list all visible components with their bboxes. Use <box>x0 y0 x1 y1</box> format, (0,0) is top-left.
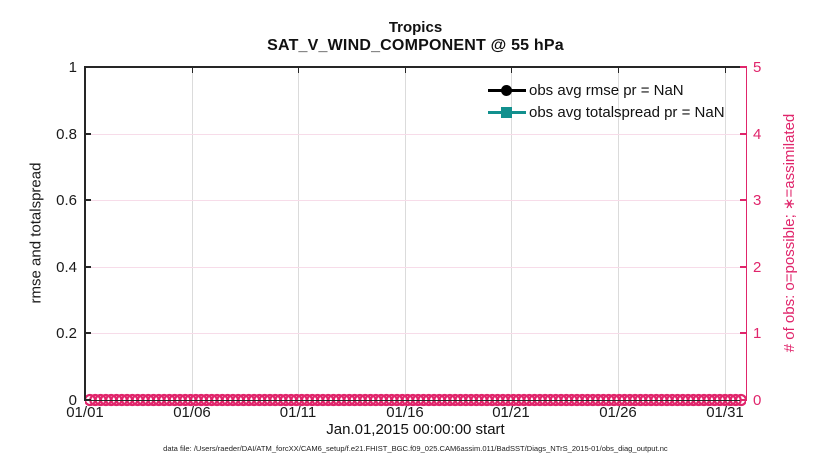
y-tick-left <box>85 199 91 201</box>
y-tick-label-left: 0.2 <box>56 325 77 342</box>
x-tick-label: 01/26 <box>599 404 637 421</box>
y-tick-right <box>740 66 746 68</box>
left-axis-title: rmse and totalspread <box>27 162 45 304</box>
y-tick-label-right: 0 <box>753 392 762 409</box>
y-gridline <box>85 266 746 268</box>
x-axis-title: Jan.01,2015 00:00:00 start <box>326 421 505 438</box>
circle-marker-icon <box>501 84 512 96</box>
legend-swatch <box>488 101 526 123</box>
y-tick-right <box>740 332 746 334</box>
x-gridline <box>404 67 406 400</box>
x-tick-label: 01/11 <box>279 404 317 421</box>
x-tick-label: 01/06 <box>173 404 211 421</box>
x-gridline <box>297 67 299 400</box>
caption-wrap: data file: /Users/raeder/DAI/ATM_forcXX/… <box>0 442 830 460</box>
legend-row: obs avg totalspread pr = NaN <box>488 101 725 123</box>
y-tick-label-right: 5 <box>753 59 762 76</box>
plot-area <box>85 67 746 400</box>
y-tick-right <box>740 266 746 268</box>
axis-spine-right <box>745 66 747 401</box>
x-tick-label: 01/01 <box>66 404 104 421</box>
y-tick-right <box>740 199 746 201</box>
axis-spine-bottom <box>84 399 747 401</box>
x-gridline <box>510 67 512 400</box>
plot-subtitle: SAT_V_WIND_COMPONENT @ 55 hPa <box>267 37 564 54</box>
legend-row: obs avg rmse pr = NaN <box>488 79 725 101</box>
y-tick-label-left: 1 <box>68 59 77 76</box>
x-tick-top <box>510 67 512 73</box>
y-tick-left <box>85 332 91 334</box>
y-tick-label-right: 1 <box>753 325 762 342</box>
x-tick-label: 01/16 <box>386 404 424 421</box>
x-gridline <box>191 67 193 400</box>
y-tick-label-right: 4 <box>753 126 762 143</box>
x-tick-top <box>724 67 726 73</box>
y-tick-right <box>740 133 746 135</box>
axis-spine-left <box>84 66 86 401</box>
y-tick-left <box>85 66 91 68</box>
legend-label: obs avg totalspread pr = NaN <box>529 103 725 121</box>
legend: obs avg rmse pr = NaN obs avg totalspread… <box>488 79 725 123</box>
y-gridline <box>85 133 746 135</box>
square-marker-icon <box>501 106 512 118</box>
x-tick-top <box>297 67 299 73</box>
y-tick-label-left: 0 <box>68 392 77 409</box>
y-tick-label-right: 3 <box>753 192 762 209</box>
axis-spine-top <box>84 66 747 68</box>
plot-title: Tropics <box>388 19 443 36</box>
x-tick-top <box>84 67 86 73</box>
right-axis-title: # of obs: o=possible; ∗=assimilated <box>781 113 798 353</box>
x-tick-label: 01/21 <box>492 404 530 421</box>
y-tick-left <box>85 133 91 135</box>
x-gridline <box>617 67 619 400</box>
x-tick-top <box>617 67 619 73</box>
legend-swatch <box>488 79 526 101</box>
y-tick-right <box>740 399 746 401</box>
y-tick-label-left: 0.4 <box>56 259 77 276</box>
y-tick-label-right: 2 <box>753 259 762 276</box>
x-tick-label: 01/31 <box>706 404 744 421</box>
y-tick-label-left: 0.6 <box>56 192 77 209</box>
y-tick-left <box>85 399 91 401</box>
x-tick-top <box>404 67 406 73</box>
y-gridline <box>85 332 746 334</box>
x-tick-top <box>191 67 193 73</box>
y-gridline <box>85 199 746 201</box>
legend-label: obs avg rmse pr = NaN <box>529 81 684 99</box>
y-tick-label-left: 0.8 <box>56 126 77 143</box>
y-tick-left <box>85 266 91 268</box>
x-gridline <box>724 67 726 400</box>
data-file-caption: data file: /Users/raeder/DAI/ATM_forcXX/… <box>162 444 668 453</box>
